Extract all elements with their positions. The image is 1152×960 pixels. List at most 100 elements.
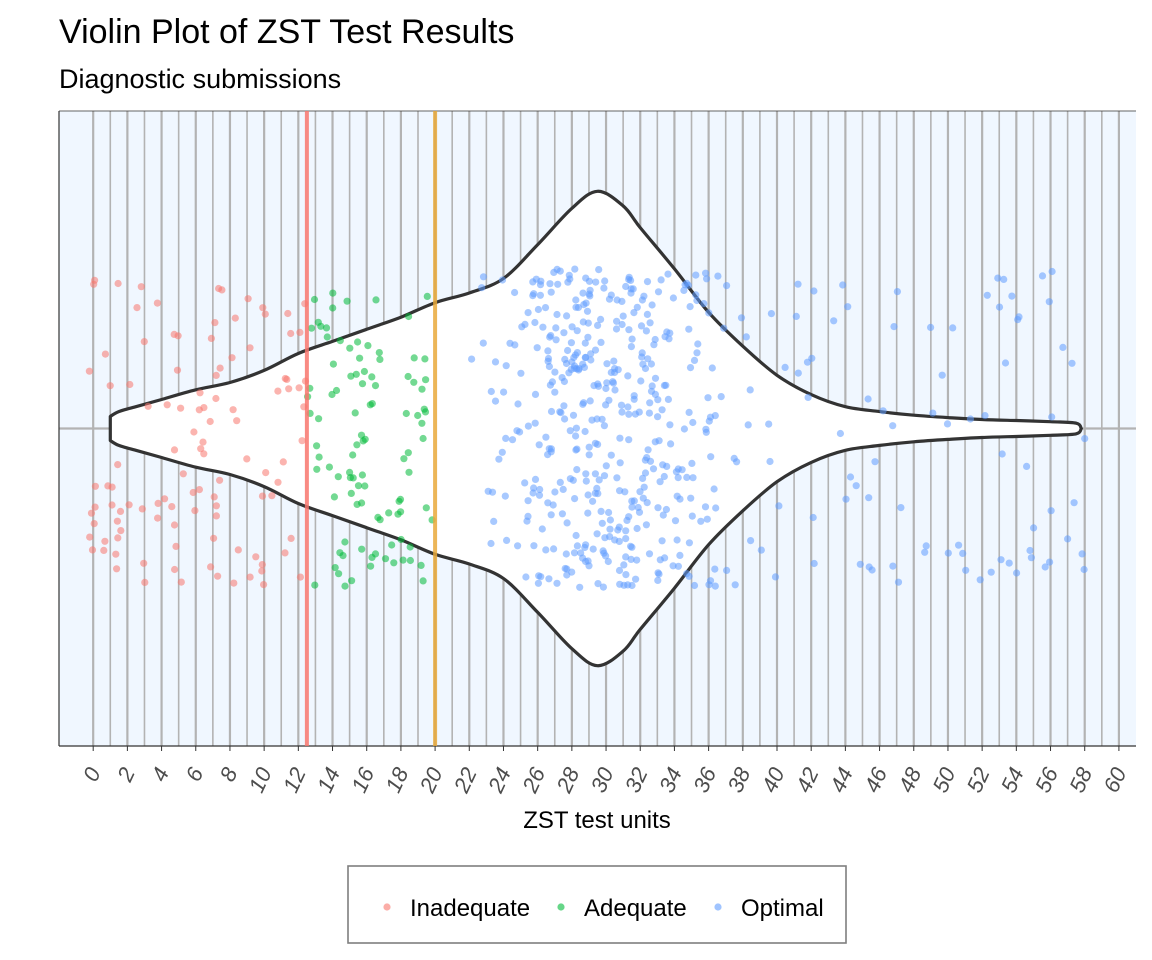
data-point bbox=[592, 278, 600, 286]
x-tick-label: 40 bbox=[757, 763, 790, 796]
data-point bbox=[274, 387, 282, 395]
data-point bbox=[501, 492, 509, 500]
data-point bbox=[622, 535, 630, 543]
data-point bbox=[688, 459, 696, 467]
data-point bbox=[348, 577, 356, 585]
data-point bbox=[397, 535, 405, 544]
data-point bbox=[625, 410, 633, 418]
data-point bbox=[1048, 413, 1056, 421]
data-point bbox=[524, 422, 533, 430]
data-point bbox=[207, 334, 215, 342]
data-point bbox=[702, 269, 710, 277]
data-point bbox=[714, 272, 722, 280]
data-point bbox=[376, 355, 384, 363]
data-point bbox=[712, 504, 720, 512]
data-point bbox=[487, 387, 495, 396]
data-point bbox=[692, 271, 700, 279]
data-point bbox=[335, 570, 343, 578]
data-point bbox=[644, 446, 652, 454]
data-point bbox=[664, 395, 673, 403]
data-point bbox=[702, 425, 710, 433]
data-point bbox=[491, 358, 500, 366]
data-point bbox=[114, 279, 122, 288]
data-point bbox=[846, 473, 855, 481]
data-point bbox=[567, 339, 576, 347]
data-point bbox=[406, 543, 414, 551]
data-point bbox=[1059, 343, 1067, 351]
x-tick-label: 48 bbox=[893, 763, 926, 796]
data-point bbox=[609, 379, 618, 387]
data-point bbox=[530, 542, 538, 550]
plot-area: 0 2 4 6 8 10 12 14 16 18 20 22 24 26 28 30 32 34 36 38 40 42 4… bbox=[58, 110, 1136, 797]
data-point bbox=[287, 534, 295, 543]
data-point bbox=[405, 468, 413, 476]
data-point bbox=[343, 297, 351, 305]
x-axis-label: ZST test units bbox=[523, 807, 671, 834]
data-point bbox=[274, 478, 282, 486]
data-point bbox=[498, 448, 506, 456]
data-point bbox=[541, 304, 550, 312]
data-point bbox=[962, 566, 970, 574]
data-point bbox=[570, 364, 579, 372]
data-point bbox=[651, 390, 660, 398]
data-point bbox=[410, 354, 418, 362]
x-tick-label: 44 bbox=[825, 764, 858, 797]
series-adequate bbox=[304, 289, 436, 590]
data-point bbox=[423, 292, 431, 300]
data-point bbox=[844, 303, 852, 311]
data-point bbox=[573, 327, 581, 335]
data-point bbox=[693, 349, 701, 357]
data-point bbox=[546, 333, 554, 341]
data-point bbox=[711, 412, 719, 420]
data-point bbox=[597, 315, 605, 323]
data-point bbox=[685, 408, 693, 416]
data-point bbox=[804, 393, 812, 401]
data-point bbox=[588, 416, 596, 424]
data-point bbox=[852, 482, 860, 490]
data-point bbox=[262, 469, 270, 477]
data-point bbox=[252, 553, 260, 561]
data-point bbox=[417, 561, 425, 570]
data-point bbox=[117, 527, 125, 535]
data-point bbox=[140, 338, 148, 346]
data-point bbox=[296, 328, 304, 336]
data-point bbox=[597, 507, 605, 515]
data-point bbox=[929, 409, 937, 417]
data-point bbox=[544, 347, 552, 355]
data-point bbox=[641, 456, 650, 464]
data-point bbox=[195, 406, 203, 414]
data-point bbox=[554, 280, 562, 288]
data-point bbox=[190, 428, 198, 436]
data-point bbox=[113, 517, 121, 525]
data-point bbox=[367, 562, 375, 570]
data-point bbox=[535, 491, 544, 499]
data-point bbox=[879, 407, 887, 415]
legend-marker-optimal bbox=[714, 903, 722, 911]
data-point bbox=[86, 533, 94, 541]
data-point bbox=[674, 474, 682, 482]
x-tick-label: 8 bbox=[215, 763, 243, 785]
data-point bbox=[669, 562, 677, 570]
data-point bbox=[502, 434, 510, 442]
data-point bbox=[422, 376, 430, 384]
data-point bbox=[889, 422, 897, 430]
data-point bbox=[310, 295, 319, 304]
x-tick-label: 28 bbox=[551, 763, 585, 797]
data-point bbox=[341, 538, 349, 546]
data-point bbox=[943, 420, 952, 428]
data-point bbox=[830, 317, 838, 325]
data-point bbox=[602, 384, 610, 393]
data-point bbox=[627, 285, 635, 293]
data-point bbox=[479, 339, 487, 347]
data-point bbox=[498, 276, 507, 284]
data-point bbox=[585, 277, 594, 285]
data-point bbox=[871, 458, 879, 466]
data-point bbox=[329, 289, 337, 297]
x-tick-label: 6 bbox=[180, 763, 208, 785]
x-tick-label: 46 bbox=[859, 763, 892, 796]
data-point bbox=[547, 407, 556, 416]
data-point bbox=[563, 565, 571, 573]
data-point bbox=[603, 379, 611, 387]
x-tick-label: 36 bbox=[688, 763, 721, 796]
data-point bbox=[622, 571, 630, 579]
